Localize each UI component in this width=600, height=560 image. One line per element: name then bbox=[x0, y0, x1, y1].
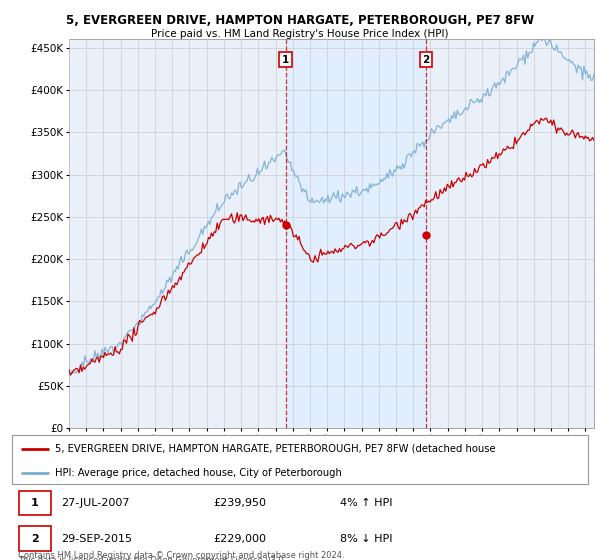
Text: 2: 2 bbox=[422, 55, 430, 65]
Text: This data is licensed under the Open Government Licence v3.0.: This data is licensed under the Open Gov… bbox=[18, 556, 286, 560]
Text: Price paid vs. HM Land Registry's House Price Index (HPI): Price paid vs. HM Land Registry's House … bbox=[151, 29, 449, 39]
Text: 5, EVERGREEN DRIVE, HAMPTON HARGATE, PETERBOROUGH, PE7 8FW (detached house: 5, EVERGREEN DRIVE, HAMPTON HARGATE, PET… bbox=[55, 444, 496, 454]
Text: 5, EVERGREEN DRIVE, HAMPTON HARGATE, PETERBOROUGH, PE7 8FW: 5, EVERGREEN DRIVE, HAMPTON HARGATE, PET… bbox=[66, 14, 534, 27]
Text: 1: 1 bbox=[31, 498, 38, 508]
Text: 2: 2 bbox=[31, 534, 38, 544]
Bar bbox=[19, 526, 50, 550]
Text: Contains HM Land Registry data © Crown copyright and database right 2024.: Contains HM Land Registry data © Crown c… bbox=[18, 551, 344, 560]
Text: HPI: Average price, detached house, City of Peterborough: HPI: Average price, detached house, City… bbox=[55, 468, 342, 478]
Bar bbox=[286, 39, 426, 428]
Text: 29-SEP-2015: 29-SEP-2015 bbox=[61, 534, 132, 544]
Bar bbox=[19, 491, 50, 515]
Text: £239,950: £239,950 bbox=[214, 498, 266, 508]
Text: 27-JUL-2007: 27-JUL-2007 bbox=[61, 498, 130, 508]
Text: 8% ↓ HPI: 8% ↓ HPI bbox=[340, 534, 393, 544]
Text: £229,000: £229,000 bbox=[214, 534, 266, 544]
Text: 4% ↑ HPI: 4% ↑ HPI bbox=[340, 498, 393, 508]
Text: 1: 1 bbox=[282, 55, 289, 65]
